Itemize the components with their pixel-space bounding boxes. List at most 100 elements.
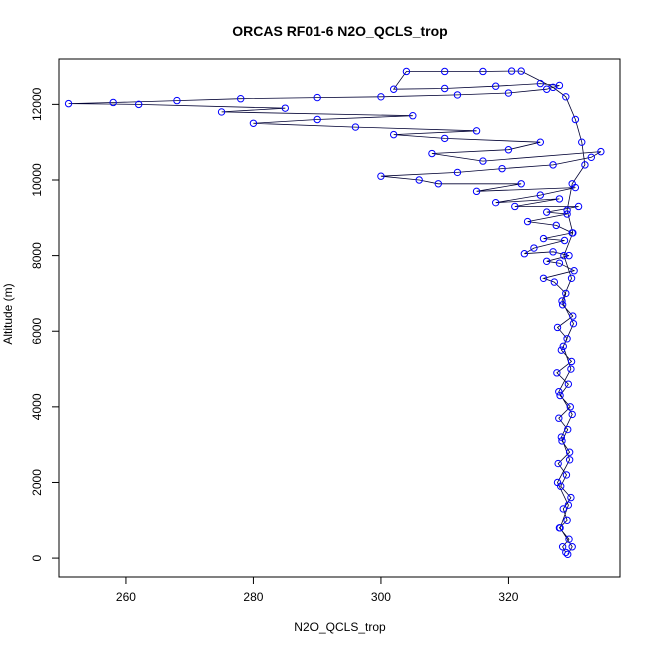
data-point [565,456,574,464]
data-point [491,82,500,90]
data-point [567,365,575,373]
data-point [472,127,481,135]
data-point [555,388,563,396]
data-point [217,108,226,116]
data-point [564,501,573,509]
data-point [563,516,571,524]
data-point [428,149,436,158]
data-point [556,524,564,532]
data-point [549,248,557,256]
data-point [564,425,572,434]
data-point [434,180,443,188]
series-line [68,70,602,555]
data-point [313,115,321,124]
data-point [377,172,385,180]
data-point [562,289,570,298]
data-point [597,147,605,156]
data-point [479,67,487,76]
data-point [173,96,181,105]
y-tick-label: 0 [30,554,44,561]
data-point [553,478,562,487]
data-point [557,346,566,354]
data-point [562,548,570,557]
x-tick-label: 320 [498,590,518,604]
data-point [440,134,449,143]
data-point [530,244,538,252]
data-point [565,448,574,456]
data-point [389,85,398,93]
data-point [565,251,573,260]
data-points [64,67,605,559]
y-tick-label: 6000 [30,318,44,345]
data-point [520,250,529,258]
data-point [558,301,567,309]
y-tick-label: 4000 [30,393,44,420]
data-point [560,251,568,260]
data-point [565,535,573,543]
data-point [564,380,573,388]
data-point [558,297,566,305]
chart-title: ORCAS RF01-6 N2O_QCLS_trop [232,23,447,39]
data-point [536,138,545,146]
x-axis-title: N2O_QCLS_trop [294,620,386,634]
y-tick-label: 10000 [30,163,44,197]
data-point [549,161,557,169]
y-tick-label: 2000 [30,469,44,496]
data-point [571,115,580,124]
data-point [504,146,513,154]
data-point [587,153,596,162]
data-point [249,119,258,127]
data-point [539,274,548,282]
data-point [568,410,576,419]
data-point [377,93,385,101]
data-point [453,91,462,99]
data-point [351,123,360,131]
data-point [568,180,576,188]
data-point [517,180,525,188]
y-tick-label: 12000 [30,87,44,121]
data-point [578,138,586,146]
data-point [569,312,577,320]
data-point [511,202,519,211]
data-point [415,176,423,184]
data-point [557,433,566,441]
data-point [550,278,559,286]
data-point [236,95,245,103]
data-point [64,99,73,108]
x-tick-label: 260 [116,590,136,604]
data-point [472,187,481,196]
data-point [542,257,551,265]
data-point [560,236,569,245]
data-point [581,161,589,169]
data-point [536,79,545,88]
data-point [574,202,583,211]
data-point [389,130,398,139]
data-point [402,67,411,76]
data-point [281,104,290,112]
data-point [569,229,577,237]
data-point [563,335,571,343]
data-point [567,493,575,502]
data-point [564,550,572,559]
data-point [570,267,578,275]
data-point [555,414,563,422]
data-point [566,403,574,411]
data-point [507,67,516,75]
data-point [555,195,564,203]
data-point [567,357,576,366]
data-point [542,208,551,216]
data-point [440,67,449,76]
data-point [523,217,532,226]
data-point [568,543,576,551]
data-point [556,391,564,400]
plot-frame [58,58,621,578]
data-point [559,505,567,513]
data-point [539,234,548,243]
data-point [562,93,570,101]
data-point [134,100,143,109]
data-point [563,206,571,214]
y-axis: 0 2000 4000 6000 8000 10000 12000 [30,87,59,561]
data-point [558,543,567,551]
data-point [559,342,567,351]
